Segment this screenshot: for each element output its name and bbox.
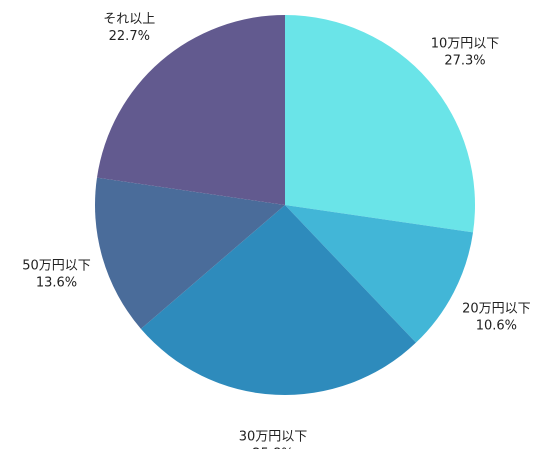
slice-label: 20万円以下 10.6% <box>462 301 531 333</box>
pie-slice <box>96 15 285 205</box>
slice-value-label: 22.7% <box>109 29 150 44</box>
pie-slice <box>285 205 474 343</box>
pie-slice <box>140 205 416 395</box>
slice-label: それ以上 22.7% <box>103 12 155 44</box>
pie-labels: 10万円以下 27.3% 20万円以下 10.6% 30万円以下 25.8% 50万円以下 1… <box>22 12 530 449</box>
pie-slice <box>285 14 476 233</box>
pie-slices <box>94 14 476 395</box>
slice-category-label: 30万円以下 <box>239 430 308 445</box>
slice-category-label: 20万円以下 <box>462 301 531 316</box>
slice-label: 50万円以下 13.6% <box>22 258 91 290</box>
slice-category-label: 10万円以下 <box>431 36 500 51</box>
slice-value-label: 25.8% <box>252 447 293 449</box>
slice-label: 30万円以下 25.8% <box>239 430 308 449</box>
slice-value-label: 27.3% <box>444 53 485 68</box>
slice-label: 10万円以下 27.3% <box>431 36 500 68</box>
slice-category-label: それ以上 <box>103 12 155 27</box>
pie-slice <box>94 177 285 329</box>
slice-value-label: 10.6% <box>476 318 517 333</box>
slice-category-label: 50万円以下 <box>22 258 91 273</box>
slice-value-label: 13.6% <box>36 275 77 290</box>
